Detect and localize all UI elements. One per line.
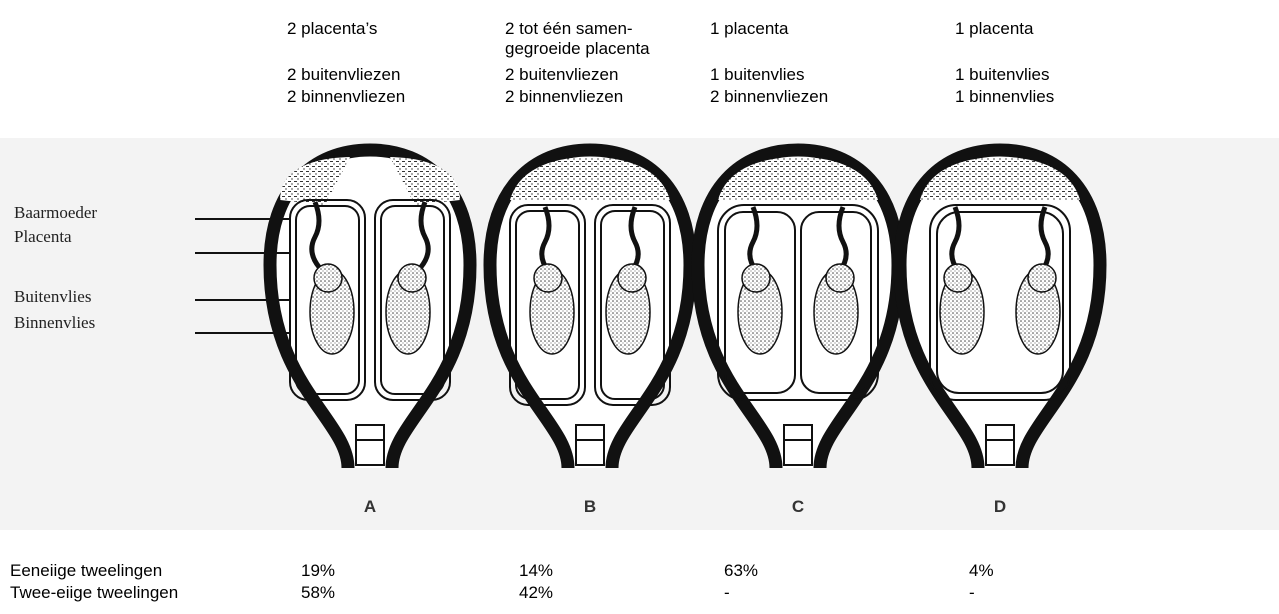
inner-membrane-text: 2 binnenvliezen xyxy=(287,87,405,106)
percentage: - xyxy=(724,583,730,602)
row-label: Twee-eiige tweelingen xyxy=(10,583,178,602)
fetus-head xyxy=(534,264,562,292)
fetus-head xyxy=(314,264,342,292)
inner-membrane-text: 1 binnenvlies xyxy=(955,87,1054,106)
figure-letter: B xyxy=(584,497,596,516)
placenta-text: 1 placenta xyxy=(955,19,1034,38)
anatomy-label: Binnenvlies xyxy=(14,313,95,332)
placenta-text: 2 placenta’s xyxy=(287,19,377,38)
figure-letter: A xyxy=(364,497,376,516)
inner-membrane-text: 2 binnenvliezen xyxy=(505,87,623,106)
figure-letter: C xyxy=(792,497,804,516)
percentage: 58% xyxy=(301,583,335,602)
placenta-text: 2 tot één samen- xyxy=(505,19,633,38)
anatomy-label: Baarmoeder xyxy=(14,203,97,222)
placenta-text: gegroeide placenta xyxy=(505,39,650,58)
outer-membrane-text: 1 buitenvlies xyxy=(955,65,1050,84)
outer-membrane-text: 1 buitenvlies xyxy=(710,65,805,84)
percentage: 19% xyxy=(301,561,335,580)
anatomy-label: Placenta xyxy=(14,227,72,246)
percentage: 4% xyxy=(969,561,994,580)
placenta-text: 1 placenta xyxy=(710,19,789,38)
inner-membrane-text: 2 binnenvliezen xyxy=(710,87,828,106)
fetus-head xyxy=(398,264,426,292)
percentage: 14% xyxy=(519,561,553,580)
fetus-head xyxy=(618,264,646,292)
outer-membrane-text: 2 buitenvliezen xyxy=(505,65,618,84)
cervix xyxy=(576,425,604,465)
percentage: 42% xyxy=(519,583,553,602)
figure-letter: D xyxy=(994,497,1006,516)
anatomy-label: Buitenvlies xyxy=(14,287,91,306)
fetus-head xyxy=(1028,264,1056,292)
twin-diagram: 2 placenta’s 2 buitenvliezen 2 binnenvliez… xyxy=(0,0,1279,614)
cervix xyxy=(986,425,1014,465)
fetus-head xyxy=(944,264,972,292)
row-label: Eeneiige tweelingen xyxy=(10,561,162,580)
cervix xyxy=(356,425,384,465)
percentage: 63% xyxy=(724,561,758,580)
cervix xyxy=(784,425,812,465)
percentage: - xyxy=(969,583,975,602)
fetus-head xyxy=(742,264,770,292)
outer-membrane-text: 2 buitenvliezen xyxy=(287,65,400,84)
fetus-head xyxy=(826,264,854,292)
